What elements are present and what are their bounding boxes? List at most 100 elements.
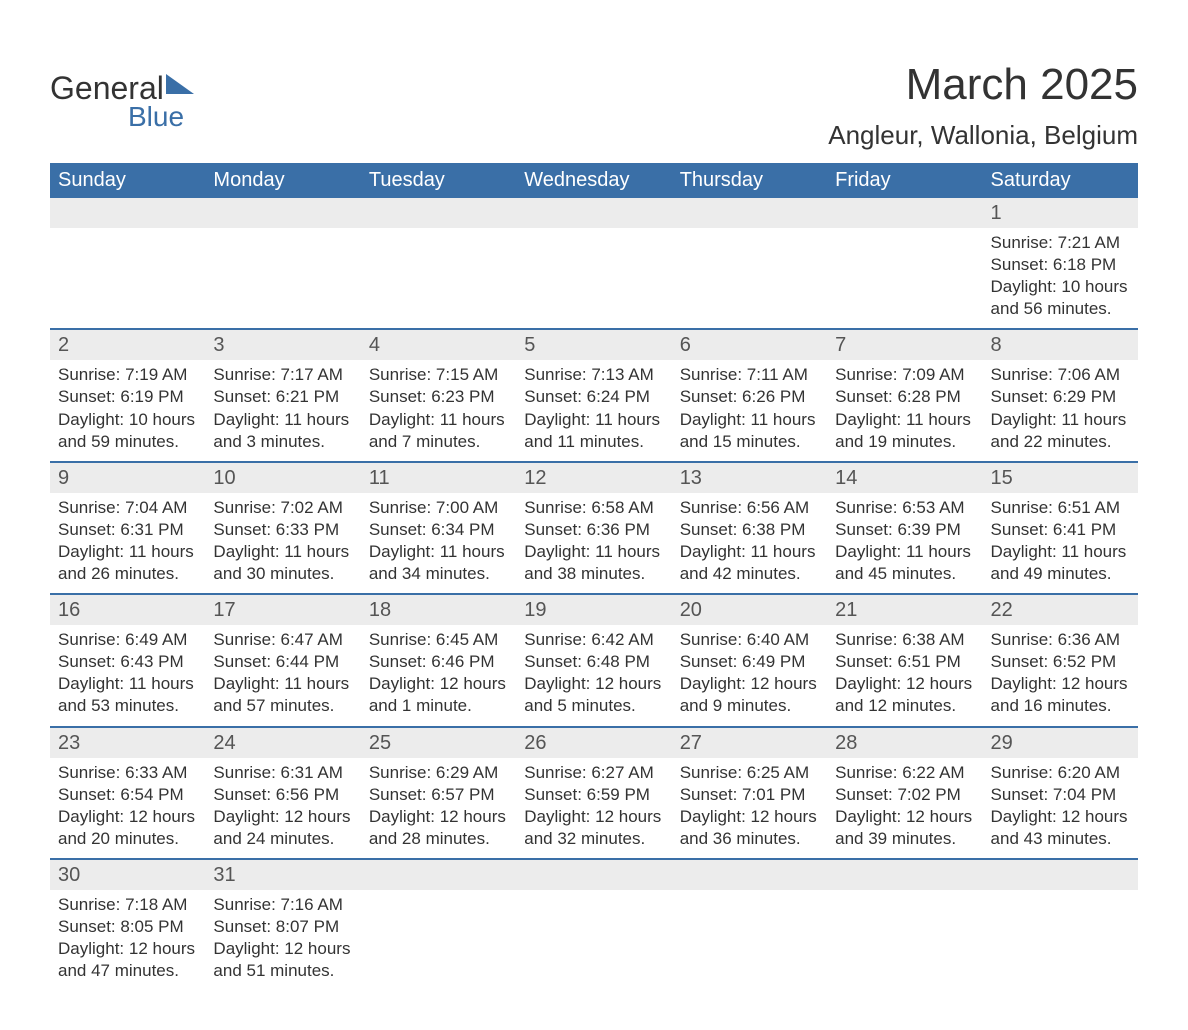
sunset-text: Sunset: 6:56 PM <box>213 784 352 806</box>
daylight-text: Daylight: 11 hours and 42 minutes. <box>680 541 819 585</box>
weekday-header: Tuesday <box>361 163 516 198</box>
day-number-cell: 17 <box>205 594 360 625</box>
sunrise-text: Sunrise: 7:15 AM <box>369 364 508 386</box>
sunset-text: Sunset: 6:51 PM <box>835 651 974 673</box>
sunset-text: Sunset: 6:48 PM <box>524 651 663 673</box>
daylight-text: Daylight: 11 hours and 11 minutes. <box>524 409 663 453</box>
sunrise-text: Sunrise: 6:49 AM <box>58 629 197 651</box>
sunrise-text: Sunrise: 6:29 AM <box>369 762 508 784</box>
sunset-text: Sunset: 6:34 PM <box>369 519 508 541</box>
daylight-text: Daylight: 10 hours and 59 minutes. <box>58 409 197 453</box>
day-details-cell: Sunrise: 6:47 AMSunset: 6:44 PMDaylight:… <box>205 625 360 726</box>
sunrise-text: Sunrise: 6:20 AM <box>991 762 1130 784</box>
day-number-cell <box>516 198 671 228</box>
sunset-text: Sunset: 6:28 PM <box>835 386 974 408</box>
weekday-header: Wednesday <box>516 163 671 198</box>
day-number-cell <box>827 859 982 890</box>
daylight-text: Daylight: 12 hours and 39 minutes. <box>835 806 974 850</box>
daylight-text: Daylight: 12 hours and 36 minutes. <box>680 806 819 850</box>
day-number-cell: 18 <box>361 594 516 625</box>
sunrise-text: Sunrise: 6:56 AM <box>680 497 819 519</box>
daylight-text: Daylight: 11 hours and 57 minutes. <box>213 673 352 717</box>
sunrise-text: Sunrise: 7:00 AM <box>369 497 508 519</box>
sunrise-text: Sunrise: 6:47 AM <box>213 629 352 651</box>
day-number-cell: 1 <box>983 198 1138 228</box>
day-number-cell: 5 <box>516 329 671 360</box>
calendar-table: SundayMondayTuesdayWednesdayThursdayFrid… <box>50 163 1138 990</box>
day-number-cell: 23 <box>50 727 205 758</box>
day-details-cell: Sunrise: 7:18 AMSunset: 8:05 PMDaylight:… <box>50 890 205 990</box>
day-details-cell <box>516 228 671 329</box>
sunset-text: Sunset: 7:01 PM <box>680 784 819 806</box>
day-number-cell <box>672 198 827 228</box>
sunrise-text: Sunrise: 7:02 AM <box>213 497 352 519</box>
day-number-cell: 10 <box>205 462 360 493</box>
weekday-header-row: SundayMondayTuesdayWednesdayThursdayFrid… <box>50 163 1138 198</box>
daylight-text: Daylight: 11 hours and 53 minutes. <box>58 673 197 717</box>
daylight-text: Daylight: 10 hours and 56 minutes. <box>991 276 1130 320</box>
day-details-cell: Sunrise: 6:22 AMSunset: 7:02 PMDaylight:… <box>827 758 982 859</box>
day-number-row: 2345678 <box>50 329 1138 360</box>
sunrise-text: Sunrise: 6:53 AM <box>835 497 974 519</box>
sunset-text: Sunset: 6:54 PM <box>58 784 197 806</box>
day-number-cell: 4 <box>361 329 516 360</box>
day-number-cell <box>672 859 827 890</box>
day-number-cell: 2 <box>50 329 205 360</box>
sunset-text: Sunset: 6:26 PM <box>680 386 819 408</box>
daylight-text: Daylight: 12 hours and 12 minutes. <box>835 673 974 717</box>
daylight-text: Daylight: 12 hours and 5 minutes. <box>524 673 663 717</box>
sunset-text: Sunset: 6:43 PM <box>58 651 197 673</box>
weekday-header: Sunday <box>50 163 205 198</box>
weekday-header: Monday <box>205 163 360 198</box>
day-details-cell: Sunrise: 6:36 AMSunset: 6:52 PMDaylight:… <box>983 625 1138 726</box>
title-block: March 2025 Angleur, Wallonia, Belgium <box>828 40 1138 151</box>
sunrise-text: Sunrise: 6:22 AM <box>835 762 974 784</box>
day-details-row: Sunrise: 6:49 AMSunset: 6:43 PMDaylight:… <box>50 625 1138 726</box>
day-details-cell: Sunrise: 6:58 AMSunset: 6:36 PMDaylight:… <box>516 493 671 594</box>
day-details-cell: Sunrise: 7:17 AMSunset: 6:21 PMDaylight:… <box>205 360 360 461</box>
day-details-cell: Sunrise: 6:56 AMSunset: 6:38 PMDaylight:… <box>672 493 827 594</box>
daylight-text: Daylight: 12 hours and 32 minutes. <box>524 806 663 850</box>
daylight-text: Daylight: 11 hours and 15 minutes. <box>680 409 819 453</box>
sunset-text: Sunset: 6:46 PM <box>369 651 508 673</box>
day-details-cell: Sunrise: 6:33 AMSunset: 6:54 PMDaylight:… <box>50 758 205 859</box>
day-details-cell: Sunrise: 7:13 AMSunset: 6:24 PMDaylight:… <box>516 360 671 461</box>
day-number-cell: 7 <box>827 329 982 360</box>
day-number-cell <box>361 198 516 228</box>
day-details-cell: Sunrise: 7:04 AMSunset: 6:31 PMDaylight:… <box>50 493 205 594</box>
sunset-text: Sunset: 6:52 PM <box>991 651 1130 673</box>
sunrise-text: Sunrise: 6:51 AM <box>991 497 1130 519</box>
daylight-text: Daylight: 12 hours and 51 minutes. <box>213 938 352 982</box>
day-number-cell <box>516 859 671 890</box>
sunset-text: Sunset: 7:02 PM <box>835 784 974 806</box>
sunrise-text: Sunrise: 7:04 AM <box>58 497 197 519</box>
day-details-cell <box>672 228 827 329</box>
weekday-header: Thursday <box>672 163 827 198</box>
sunset-text: Sunset: 6:39 PM <box>835 519 974 541</box>
day-details-cell: Sunrise: 6:31 AMSunset: 6:56 PMDaylight:… <box>205 758 360 859</box>
day-number-cell: 12 <box>516 462 671 493</box>
logo: General Blue <box>50 40 194 139</box>
day-details-cell <box>827 228 982 329</box>
day-details-cell: Sunrise: 6:40 AMSunset: 6:49 PMDaylight:… <box>672 625 827 726</box>
day-details-cell <box>516 890 671 990</box>
sunrise-text: Sunrise: 7:17 AM <box>213 364 352 386</box>
day-details-cell <box>983 890 1138 990</box>
day-number-cell: 14 <box>827 462 982 493</box>
daylight-text: Daylight: 12 hours and 20 minutes. <box>58 806 197 850</box>
day-number-cell: 28 <box>827 727 982 758</box>
daylight-text: Daylight: 12 hours and 47 minutes. <box>58 938 197 982</box>
day-number-row: 16171819202122 <box>50 594 1138 625</box>
day-details-cell: Sunrise: 6:45 AMSunset: 6:46 PMDaylight:… <box>361 625 516 726</box>
sunrise-text: Sunrise: 6:27 AM <box>524 762 663 784</box>
sunrise-text: Sunrise: 6:45 AM <box>369 629 508 651</box>
day-details-cell: Sunrise: 6:53 AMSunset: 6:39 PMDaylight:… <box>827 493 982 594</box>
day-details-cell: Sunrise: 6:51 AMSunset: 6:41 PMDaylight:… <box>983 493 1138 594</box>
day-details-cell: Sunrise: 7:02 AMSunset: 6:33 PMDaylight:… <box>205 493 360 594</box>
daylight-text: Daylight: 12 hours and 16 minutes. <box>991 673 1130 717</box>
day-details-cell <box>361 228 516 329</box>
sunset-text: Sunset: 6:31 PM <box>58 519 197 541</box>
sunrise-text: Sunrise: 7:09 AM <box>835 364 974 386</box>
day-number-cell: 29 <box>983 727 1138 758</box>
sunrise-text: Sunrise: 6:33 AM <box>58 762 197 784</box>
